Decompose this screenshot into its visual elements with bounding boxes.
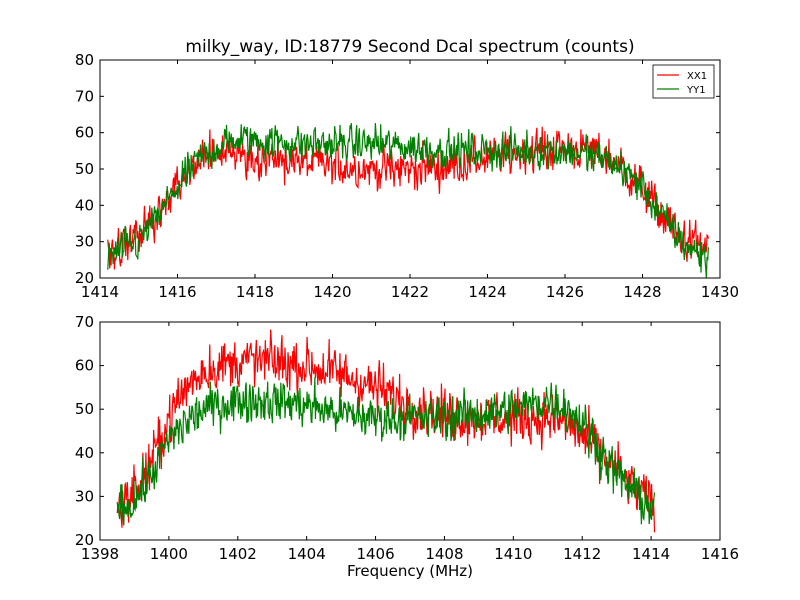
x-tick-label: 1408 <box>425 545 463 563</box>
y-tick-label: 70 <box>75 87 94 105</box>
x-tick-label: 1400 <box>150 545 188 563</box>
y-tick-label: 60 <box>75 357 94 375</box>
axes-frame <box>99 321 721 541</box>
x-axis-label: Frequency (MHz) <box>347 562 473 580</box>
x-tick-label: 1406 <box>356 545 394 563</box>
legend-box <box>652 64 715 99</box>
x-tick-label: 1402 <box>219 545 257 563</box>
x-tick-label: 1414 <box>632 545 670 563</box>
chart-title: milky_way, ID:18779 Second Dcal spectrum… <box>185 37 634 57</box>
x-tick-label: 1426 <box>546 283 584 301</box>
x-tick-label: 1398 <box>81 545 119 563</box>
y-tick-label: 60 <box>75 124 94 142</box>
y-tick-label: 80 <box>75 51 94 69</box>
x-tick-label: 1416 <box>701 545 739 563</box>
legend-label-xx1: XX1 <box>687 71 707 82</box>
y-tick-label: 40 <box>75 196 94 214</box>
series-line-xx1 <box>116 329 656 533</box>
legend-label-yy1: YY1 <box>686 85 706 96</box>
y-tick-label: 50 <box>75 400 94 418</box>
x-tick-label: 1430 <box>701 283 739 301</box>
x-tick-label: 1422 <box>391 283 429 301</box>
y-tick-label: 70 <box>75 313 94 331</box>
x-tick-label: 1412 <box>563 545 601 563</box>
x-tick-label: 1416 <box>158 283 196 301</box>
x-tick-label: 1418 <box>236 283 274 301</box>
y-tick-label: 20 <box>75 531 94 549</box>
y-tick-label: 40 <box>75 444 94 462</box>
y-tick-label: 30 <box>75 487 94 505</box>
series-line-yy1 <box>116 377 656 526</box>
x-tick-label: 1420 <box>313 283 351 301</box>
x-tick-label: 1404 <box>288 545 326 563</box>
top-panel: 1414 1416 1418 1420 1422 1424 1426 1428 1430 20 30… <box>75 51 739 301</box>
x-tick-label: 1410 <box>494 545 532 563</box>
x-tick-label: 1424 <box>468 283 506 301</box>
y-tick-label: 30 <box>75 233 94 251</box>
bottom-panel: 1398 1400 1402 1404 1406 1408 1410 1412 1414 1416… <box>75 313 739 563</box>
x-tick-label: 1414 <box>81 283 119 301</box>
y-tick-label: 50 <box>75 160 94 178</box>
x-tick-label: 1428 <box>623 283 661 301</box>
y-tick-label: 20 <box>75 269 94 287</box>
series-line-yy1 <box>107 123 709 278</box>
